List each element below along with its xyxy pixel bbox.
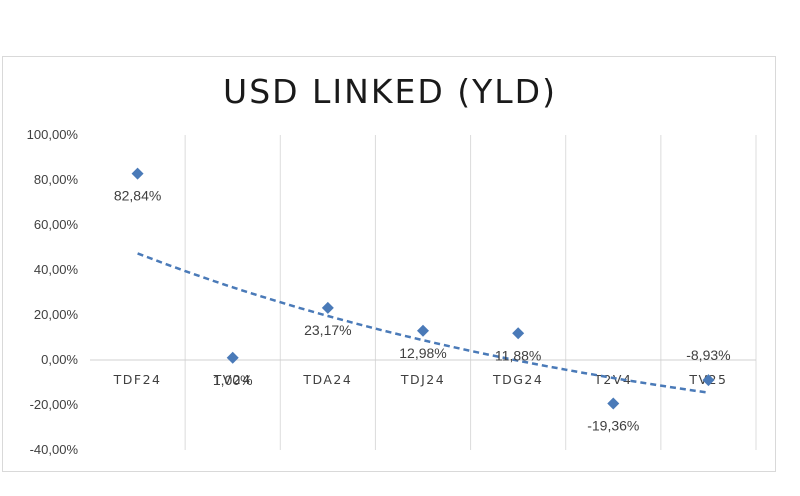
data-point xyxy=(226,351,239,364)
y-tick-label: 20,00% xyxy=(34,307,79,322)
data-label: 11,88% xyxy=(495,347,541,363)
data-label: 1,00% xyxy=(213,372,253,388)
y-tick-label: 100,00% xyxy=(27,127,79,142)
data-point xyxy=(417,324,429,337)
y-tick-label: 60,00% xyxy=(34,217,79,232)
y-tick-label: -40,00% xyxy=(30,442,79,457)
data-point xyxy=(512,327,525,340)
category-label: TDG24 xyxy=(492,372,543,387)
data-point xyxy=(321,301,334,314)
data-label: -19,36% xyxy=(587,418,639,434)
data-label: 23,17% xyxy=(304,322,351,338)
chart-area xyxy=(2,56,776,472)
data-label: 12,98% xyxy=(399,345,446,361)
y-tick-label: 40,00% xyxy=(34,262,79,277)
trendline xyxy=(137,252,709,394)
chart-title: USD LINKED (YLD) xyxy=(223,72,557,111)
data-label: -8,93% xyxy=(686,347,730,363)
y-tick-label: 80,00% xyxy=(34,172,79,187)
category-label: TDA24 xyxy=(302,372,352,387)
category-label: TDJ24 xyxy=(400,372,445,387)
category-label: TDF24 xyxy=(113,372,162,387)
data-point xyxy=(702,374,715,387)
category-label: TV24 xyxy=(213,372,252,387)
data-point xyxy=(131,167,144,180)
y-tick-label: 0,00% xyxy=(41,352,78,367)
data-point xyxy=(607,397,620,410)
data-label: 82,84% xyxy=(114,188,161,204)
y-tick-label: -20,00% xyxy=(30,397,79,412)
